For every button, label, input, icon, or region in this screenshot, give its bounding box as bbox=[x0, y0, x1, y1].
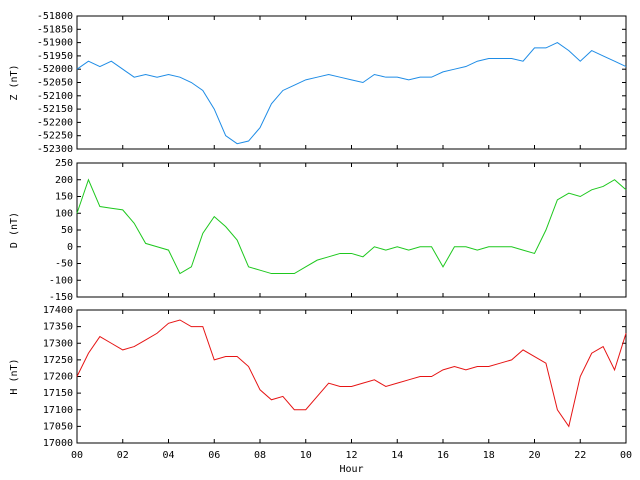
y-tick-label: -51800 bbox=[37, 11, 73, 22]
y-tick-label: 17000 bbox=[43, 438, 73, 449]
y-tick-label: 17400 bbox=[43, 305, 73, 316]
y-tick-label: -51950 bbox=[37, 51, 73, 62]
x-axis-label: Hour bbox=[339, 464, 363, 475]
x-tick-label: 18 bbox=[483, 450, 495, 461]
x-tick-label: 00 bbox=[620, 450, 632, 461]
x-tick-label: 00 bbox=[71, 450, 83, 461]
plot-frame bbox=[76, 162, 627, 298]
x-tick-label: 22 bbox=[574, 450, 586, 461]
y-tick-label: -51900 bbox=[37, 38, 73, 49]
y-axis-label: H (nT) bbox=[9, 358, 20, 394]
y-tick-label: 17300 bbox=[43, 338, 73, 349]
y-tick-label: -52050 bbox=[37, 78, 73, 89]
x-tick-label: 10 bbox=[300, 450, 312, 461]
y-axis-label: D (nT) bbox=[9, 212, 20, 248]
y-tick-label: 17250 bbox=[43, 355, 73, 366]
y-tick-label: -52000 bbox=[37, 64, 73, 75]
x-tick-label: 14 bbox=[391, 450, 403, 461]
y-tick-label: 17100 bbox=[43, 405, 73, 416]
x-tick-label: 08 bbox=[254, 450, 266, 461]
plot-frame bbox=[76, 309, 627, 444]
y-tick-label: -100 bbox=[49, 275, 73, 286]
x-tick-label: 12 bbox=[345, 450, 357, 461]
y-axis-label: Z (nT) bbox=[9, 64, 20, 100]
x-tick-label: 04 bbox=[162, 450, 174, 461]
y-tick-label: 150 bbox=[55, 192, 73, 203]
y-tick-label: -52100 bbox=[37, 91, 73, 102]
y-tick-label: 0 bbox=[67, 242, 73, 253]
y-tick-label: 17350 bbox=[43, 322, 73, 333]
x-tick-label: 20 bbox=[528, 450, 540, 461]
y-tick-label: 17150 bbox=[43, 388, 73, 399]
y-tick-label: 50 bbox=[61, 225, 73, 236]
y-tick-label: 17050 bbox=[43, 421, 73, 432]
data-line bbox=[76, 42, 627, 145]
data-line bbox=[76, 319, 627, 428]
x-tick-label: 06 bbox=[208, 450, 220, 461]
y-tick-label: -51850 bbox=[37, 24, 73, 35]
y-tick-label: 17200 bbox=[43, 372, 73, 383]
y-tick-label: 100 bbox=[55, 208, 73, 219]
y-tick-label: -52300 bbox=[37, 144, 73, 155]
x-tick-label: 16 bbox=[437, 450, 449, 461]
data-line bbox=[76, 178, 627, 275]
y-tick-label: 200 bbox=[55, 175, 73, 186]
y-tick-label: -52150 bbox=[37, 104, 73, 115]
plot-frame bbox=[76, 15, 627, 150]
y-tick-label: -50 bbox=[55, 259, 73, 270]
x-tick-label: 02 bbox=[117, 450, 129, 461]
y-tick-label: 250 bbox=[55, 158, 73, 169]
y-tick-label: -150 bbox=[49, 292, 73, 303]
y-tick-label: -52200 bbox=[37, 117, 73, 128]
y-tick-label: -52250 bbox=[37, 131, 73, 142]
